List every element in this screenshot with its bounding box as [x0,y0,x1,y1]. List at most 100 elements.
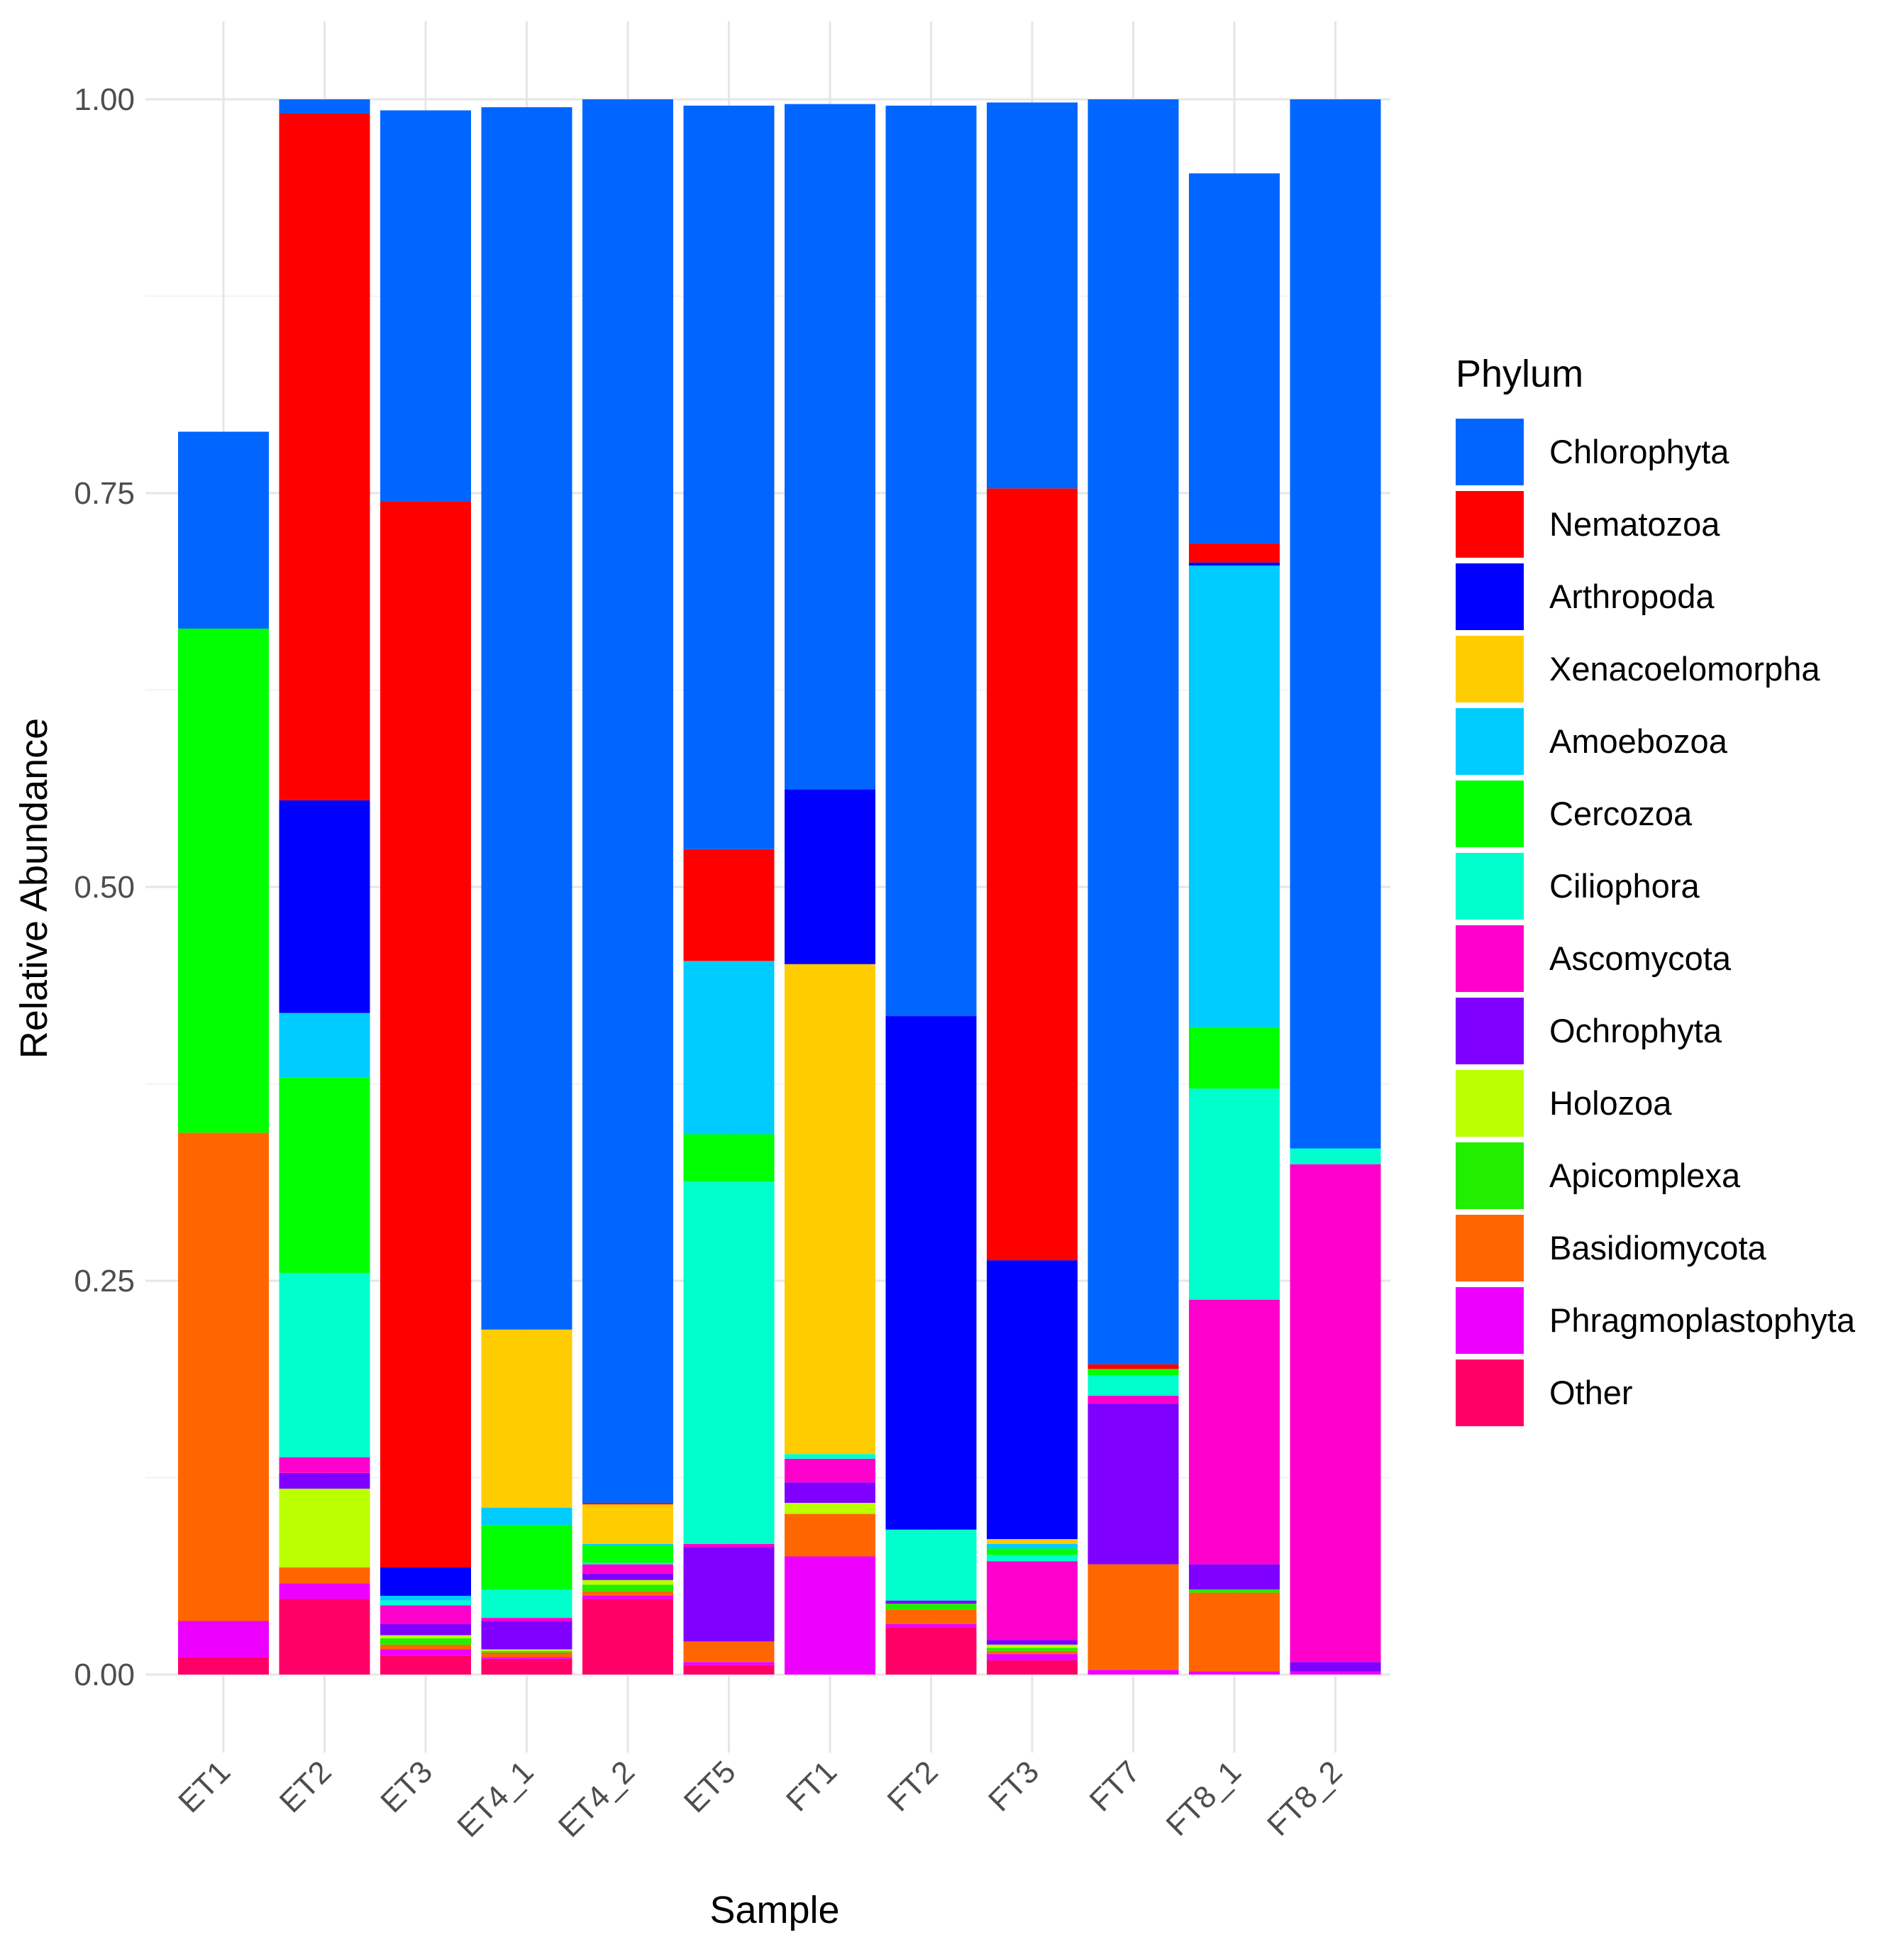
x-axis-ticks: ET1 ET2 ET3 ET4_1 ET4_2 ET5 FT1 FT2 FT3 FT7 FT8_1 F… [172,1754,1349,1843]
bar-segment [481,1525,572,1590]
bar-segment [1087,99,1179,1364]
y-tick-label: 0.00 [74,1658,135,1692]
legend-key [1456,563,1524,630]
bar-segment [683,1665,775,1675]
bar-segment [683,1543,775,1548]
bar-segment [582,1543,673,1545]
bar-segment [1189,544,1280,563]
bar-segment [785,1482,875,1504]
bar-segment [481,1621,572,1650]
legend-key [1456,781,1524,847]
x-tick-label: FT3 [982,1754,1046,1818]
bar-segment [785,1454,875,1459]
bar-segment [1290,99,1381,1149]
bar-segment [178,1621,269,1658]
bar-segment [380,1655,471,1675]
legend-title: Phylum [1456,353,1583,395]
bar-segment [582,1504,673,1544]
y-axis-ticks: 0.00 0.25 0.50 0.75 1.00 [74,82,135,1692]
bar-segment [885,1016,977,1530]
legend-label: Other [1549,1374,1633,1411]
bar-segment [987,1640,1078,1645]
bar-segment [885,105,977,1017]
bar-segment [178,628,269,1133]
bar-segment [178,1132,269,1621]
legend-label: Nematozoa [1549,505,1720,543]
bar-segment [481,1329,572,1508]
bar-segment [785,789,875,964]
bar-segment [987,1561,1078,1641]
bar-segment [481,1657,572,1659]
bar-segment [279,113,370,800]
bar-segment [987,1650,1078,1655]
bar-segment [1290,1671,1381,1675]
bar-segment [1189,1671,1280,1675]
bar-segment [1189,566,1280,1027]
bar-segment [1087,1396,1179,1404]
legend-key [1456,708,1524,775]
x-tick-label: ET5 [677,1754,743,1819]
bar-segment [885,1627,977,1675]
bar-segment [1087,1375,1179,1396]
bar-segment [481,1507,572,1526]
bar-segment [1087,1564,1179,1670]
bar-segment [481,1618,572,1621]
bar-segment [987,488,1078,1261]
legend-label: Ascomycota [1549,939,1732,977]
bar-segment [885,1600,977,1604]
bar-segment [1290,1148,1381,1164]
x-tick-label: ET1 [172,1754,237,1819]
bar-segment [987,1644,1078,1648]
x-tick-label: FT2 [881,1754,945,1818]
bar-segment [987,102,1078,489]
bar-segment [1189,1592,1280,1672]
bar-segment [683,1547,775,1642]
bar-segment [582,1599,673,1675]
x-tick-label: FT1 [780,1754,843,1818]
bar-segment [683,105,775,849]
bar-segment [683,1662,775,1665]
bar-segment [380,501,471,1568]
bar-segment [582,99,673,1504]
legend-key [1456,1360,1524,1426]
legend-key [1456,419,1524,485]
bar-segment [987,1648,1078,1651]
bar-segment [785,964,875,1455]
bar-segment [380,1623,471,1636]
bar-segment [380,110,471,502]
x-tick-label: FT7 [1083,1754,1147,1818]
bar-segment [582,1596,673,1599]
bar-segment [987,1260,1078,1540]
bar-segment [1290,1164,1381,1662]
bar-segment [785,1556,875,1675]
bar-segment [582,1591,673,1596]
bar-segment [279,99,370,114]
bar-segment [380,1600,471,1606]
legend-key [1456,1215,1524,1281]
legend-key [1456,998,1524,1064]
bar-segment [1189,562,1280,566]
legend-key [1456,925,1524,992]
bar-segment [683,961,775,1135]
bar-segment [1189,1088,1280,1300]
bar-segment [279,1457,370,1473]
bar-segment [885,1623,977,1628]
bar-segment [279,1567,370,1584]
legend-label: Amoebozoa [1549,722,1728,760]
legend-label: Cercozoa [1549,795,1693,832]
legend-key [1456,636,1524,702]
bar-segment [582,1579,673,1585]
y-tick-label: 0.75 [74,476,135,511]
legend-key [1456,491,1524,558]
bar-segment [1087,1364,1179,1369]
legend-label: Phragmoplastophyta [1549,1301,1856,1339]
legend-label: Basidiomycota [1549,1229,1766,1267]
y-tick-label: 0.50 [74,870,135,905]
legend-label: Chlorophyta [1549,433,1729,470]
bar-segment [885,1609,977,1624]
bar-segment [1087,1369,1179,1376]
bar-segment [785,1458,875,1483]
bar-segment [481,1650,572,1653]
bar-segment [582,1545,673,1563]
bar-segment [885,1604,977,1610]
